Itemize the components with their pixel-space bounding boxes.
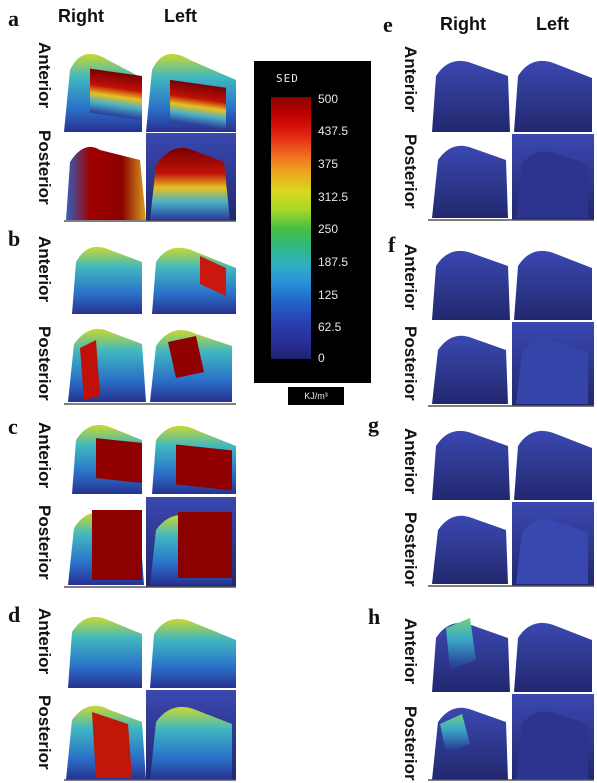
panel-letter-f: f — [388, 232, 396, 257]
model-f-right-posterior — [432, 335, 508, 404]
legend-tick: 62.5 — [318, 320, 342, 334]
legend-tick: 375 — [318, 157, 339, 171]
model-g-left-anterior — [514, 430, 592, 500]
panel-letter-e: e — [383, 12, 393, 37]
model-e-right-anterior — [432, 60, 510, 132]
model-a-right-posterior — [66, 146, 146, 220]
model-d-right-anterior — [68, 616, 142, 688]
panel-letter-h: h — [368, 604, 381, 629]
legend-tick: 187.5 — [318, 255, 349, 269]
model-e-left-anterior — [514, 60, 592, 132]
model-g-right-posterior — [432, 515, 508, 584]
model-d-left-anterior — [150, 618, 236, 688]
model-f-right-anterior — [432, 250, 510, 320]
panel-c-tiles — [64, 424, 236, 587]
model-b-right-anterior — [72, 246, 142, 314]
legend-title: SED — [276, 72, 299, 85]
column-header-left: Left — [536, 14, 569, 34]
legend-unit: KJ/m³ — [288, 387, 344, 405]
model-f-left-anterior — [514, 250, 592, 320]
model-g-left-posterior — [516, 519, 588, 584]
panel-d-tiles — [64, 616, 236, 780]
model-f-left-posterior — [516, 339, 588, 404]
panel-letter-g: g — [368, 412, 379, 437]
panel-letter-c: c — [8, 414, 18, 439]
panel-letter-b: b — [8, 226, 21, 251]
model-d-left-posterior — [150, 706, 232, 780]
legend-tick: 0 — [318, 351, 325, 365]
panel-a-tiles — [64, 53, 236, 221]
model-e-left-posterior — [516, 151, 588, 218]
legend-tick: 312.5 — [318, 190, 349, 204]
column-header-right: Right — [440, 14, 486, 34]
column-header-left: Left — [164, 6, 197, 26]
model-e-right-posterior — [432, 145, 508, 218]
model-h-left-anterior — [514, 622, 592, 692]
model-g-right-anterior — [432, 430, 510, 500]
panel-h-tiles — [428, 618, 594, 780]
column-header-right: Right — [58, 6, 104, 26]
panel-e-tiles — [428, 60, 594, 220]
legend-tick: 500 — [318, 92, 339, 106]
model-h-left-posterior — [516, 711, 588, 780]
panel-b-tiles — [64, 246, 236, 404]
legend-color-bar — [271, 97, 311, 359]
panel-g-tiles — [428, 430, 594, 586]
legend-tick: 125 — [318, 288, 339, 302]
panel-f-tiles — [428, 250, 594, 406]
model-a-left-posterior — [150, 147, 230, 220]
panel-letter-a: a — [8, 6, 19, 31]
legend-tick: 437.5 — [318, 124, 349, 138]
panel-letter-d: d — [8, 602, 21, 627]
legend-tick: 250 — [318, 222, 339, 236]
